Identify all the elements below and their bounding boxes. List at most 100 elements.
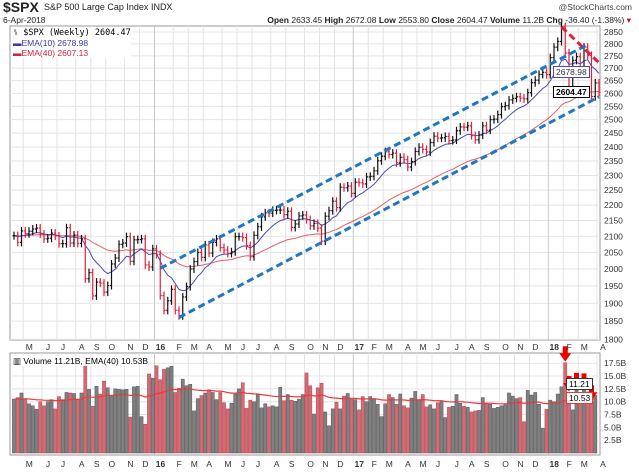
month-label: D — [142, 342, 148, 352]
volume-bar — [274, 406, 279, 454]
price-bar — [38, 224, 42, 239]
price-bar — [256, 222, 260, 240]
price-legend-item: ⑊ $SPX (Weekly) 2604.47 — [13, 28, 131, 38]
volume-bar — [30, 405, 35, 454]
volume-bar — [570, 409, 575, 454]
price-legend: ⑊ $SPX (Weekly) 2604.47 ▬EMA(10) 2678.98… — [13, 28, 131, 58]
month-label: A — [600, 342, 606, 352]
volume-bar — [162, 369, 166, 454]
month-label: S — [94, 459, 100, 469]
ema10-legend-item: ▬EMA(10) 2678.98 — [13, 38, 89, 48]
month-label: M — [224, 459, 231, 469]
volume-bar — [237, 388, 241, 454]
volume-bar — [585, 391, 590, 454]
price-bar — [462, 122, 466, 132]
month-label: J — [61, 459, 65, 469]
volume-bar — [154, 365, 159, 454]
volume-bar — [338, 408, 343, 454]
volume-bar — [443, 417, 448, 454]
price-bar — [297, 211, 301, 229]
price-bar — [132, 235, 136, 266]
month-label: O — [502, 342, 509, 352]
month-label: A — [405, 459, 411, 469]
volume-axis-label: 2.5B — [604, 435, 622, 445]
price-bar — [147, 260, 151, 271]
price-bar — [136, 235, 140, 244]
price-bar — [492, 115, 496, 124]
month-label: 16 — [156, 342, 166, 352]
month-label: M — [386, 459, 393, 469]
price-bar — [237, 232, 241, 241]
month-label: F — [372, 342, 377, 352]
volume-bar — [229, 402, 234, 454]
price-bar — [353, 178, 357, 198]
price-bar — [117, 240, 121, 263]
volume-bar — [38, 401, 43, 454]
month-label: M — [419, 459, 426, 469]
price-bar — [518, 92, 522, 103]
close-value: 2604.47 — [456, 15, 488, 25]
volume-bar — [484, 403, 489, 454]
volume-bar — [345, 393, 350, 454]
volume-bar — [184, 385, 189, 454]
volume-bar — [548, 399, 553, 454]
price-bar — [365, 172, 368, 188]
price-bar — [233, 232, 237, 256]
volume-bar — [503, 404, 508, 454]
price-bar — [522, 94, 526, 103]
month-label: F — [177, 342, 182, 352]
month-label: M — [581, 459, 588, 469]
month-label: J — [455, 459, 459, 469]
volume-bar — [518, 397, 523, 454]
price-bar — [361, 178, 365, 188]
volume-bar — [105, 387, 110, 454]
price-bar — [316, 219, 320, 233]
volume-bar — [330, 408, 335, 454]
volume-bar — [458, 402, 463, 454]
ema40-legend-item: ▬EMA(40) 2607.13 — [13, 48, 89, 58]
quote-summary: Open 2633.45 High 2672.08 Low 2553.80 Cl… — [267, 15, 631, 25]
volume-bar — [64, 392, 69, 454]
price-bar — [282, 206, 286, 219]
month-label: O — [307, 342, 314, 352]
volume-bar — [387, 394, 391, 454]
price-bar — [376, 156, 380, 175]
price-axis-label: 2850 — [604, 27, 623, 37]
month-label: S — [484, 459, 490, 469]
volume-bar — [195, 398, 200, 454]
volume-bar — [147, 373, 151, 454]
low-label: Low — [378, 15, 396, 25]
volume-bar — [413, 391, 418, 454]
price-bar — [533, 76, 537, 87]
brand-logo[interactable]: @StockCharts.com — [558, 2, 632, 12]
price-bar — [537, 70, 541, 85]
price-bar — [552, 43, 556, 62]
price-axis-label: 2600 — [604, 88, 623, 98]
volume-bar — [593, 395, 598, 454]
price-bar — [50, 229, 53, 243]
price-bar — [68, 223, 72, 248]
price-bar — [128, 232, 132, 266]
volume-bar — [60, 399, 65, 454]
volume-axis-label: 5.0B — [604, 422, 622, 432]
price-bar — [451, 136, 455, 145]
volume-bar — [75, 399, 80, 454]
price-bar — [380, 152, 383, 165]
price-bar — [545, 68, 548, 79]
volume-bar — [394, 404, 399, 454]
price-bar — [305, 210, 308, 224]
price-bar — [166, 296, 170, 315]
price-axis-label: 1900 — [604, 298, 623, 308]
volume-bar — [465, 407, 470, 454]
price-bar — [35, 224, 38, 234]
price-bar — [143, 234, 147, 269]
volume-bar — [308, 385, 313, 454]
volume-bar — [405, 407, 410, 454]
volume-bar — [87, 389, 91, 454]
price-bar — [368, 172, 372, 181]
month-label: A — [405, 342, 411, 352]
volume-bar — [158, 379, 163, 454]
volume-bars-icon: ▥ — [13, 356, 22, 366]
price-bar — [398, 153, 402, 167]
price-bar — [170, 285, 173, 305]
